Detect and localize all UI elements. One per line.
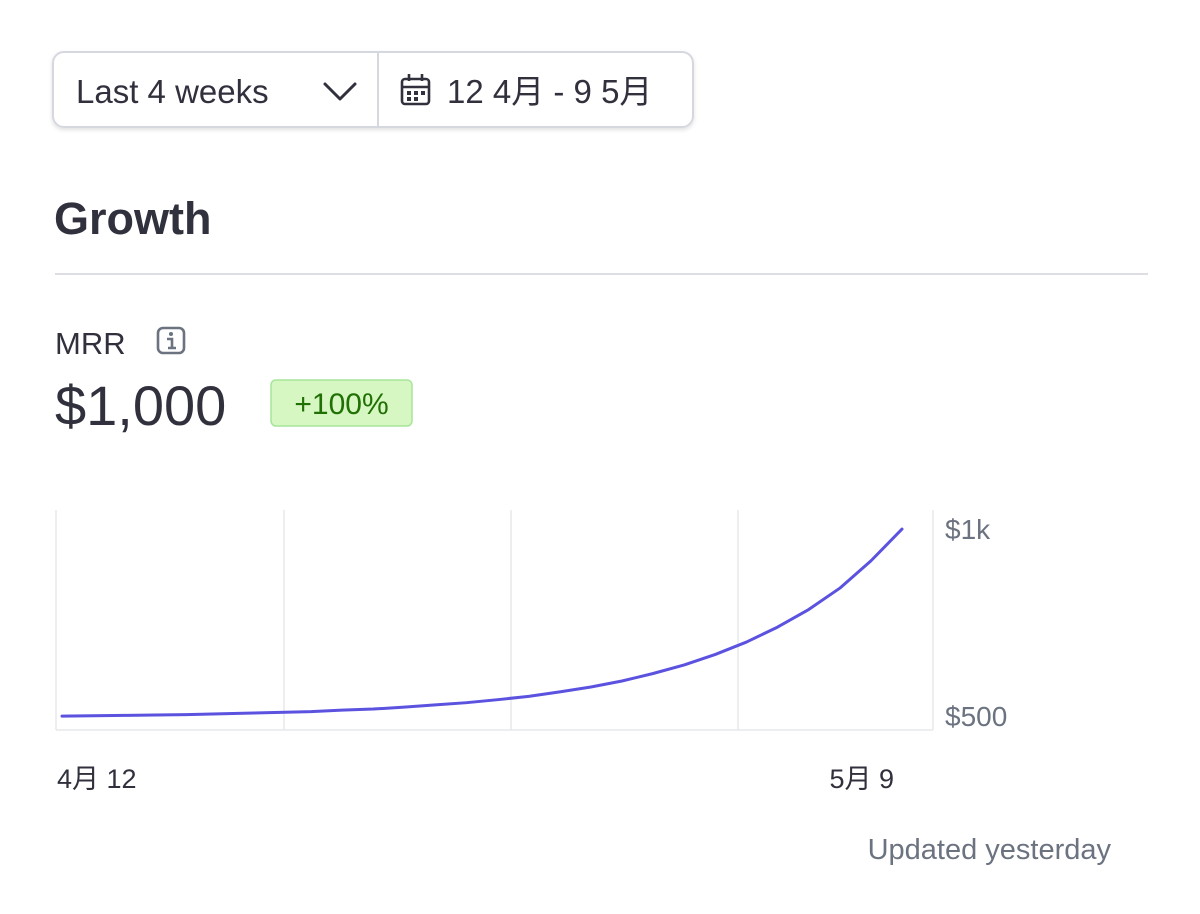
button-group <box>52 51 694 128</box>
chart-frame <box>55 510 934 731</box>
change-badge <box>270 379 413 427</box>
info-icon[interactable] <box>156 326 186 355</box>
range-selector[interactable]: Last 4 weeks 12 4月 - 9 5月 <box>52 51 694 128</box>
change-value: +100% <box>294 388 388 421</box>
chart: $1k $500 4月 12 5月 9 <box>55 510 1007 794</box>
line <box>60 527 904 718</box>
x-tick-label: 4月 12 <box>57 764 137 794</box>
date-range[interactable]: 12 4月 - 9 5月 <box>447 73 652 110</box>
x-tick-label: 5月 9 <box>829 764 894 794</box>
chevron-icon <box>323 82 357 101</box>
section-title: Growth <box>54 193 211 244</box>
y-tick-label: $500 <box>945 701 1007 732</box>
updated-note: Updated yesterday <box>868 834 1112 866</box>
range-label[interactable]: Last 4 weeks <box>76 73 269 110</box>
calendar-icon <box>400 74 431 106</box>
metric-value: $1,000 <box>55 374 226 437</box>
metric-label: MRR <box>55 326 126 361</box>
y-tick-label: $1k <box>945 514 991 545</box>
